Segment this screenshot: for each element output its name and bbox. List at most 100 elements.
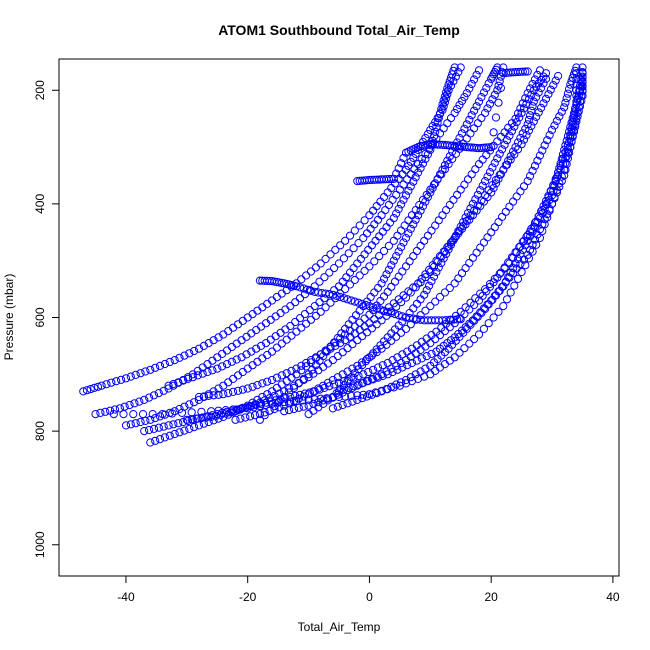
data-point [376,296,385,306]
data-point [495,77,504,86]
data-point [404,216,413,225]
data-point [523,67,532,76]
data-point [130,399,139,408]
data-point [560,103,569,112]
data-point [358,299,367,308]
data-point [435,170,445,179]
data-point [110,405,120,414]
data-point [401,262,411,271]
data-point [535,151,545,160]
data-point [414,211,423,220]
data-point [393,353,402,362]
data-point [456,63,465,72]
data-point [574,87,583,97]
data-point [432,123,441,132]
data-point [349,244,358,253]
data-point [496,170,505,179]
data-point [348,340,357,349]
data-point [431,297,440,306]
data-point [416,295,425,304]
data-point [222,407,232,416]
data-point [300,290,309,299]
data-point [155,412,165,421]
data-point [409,283,418,292]
data-point [481,108,490,118]
x-tick-label: 0 [366,590,373,604]
data-point [326,298,335,307]
data-point [502,295,512,304]
data-point [351,311,361,320]
data-point [482,143,491,152]
data-point [384,241,393,250]
data-point [93,382,103,391]
data-point [373,283,383,293]
data-point [495,149,504,158]
data-point [320,294,329,303]
data-point [306,267,316,276]
data-point [512,118,521,127]
data-point [354,371,363,381]
data-point [453,104,462,114]
data-point [294,379,303,388]
data-point [490,90,499,99]
data-point [285,384,294,393]
data-point [194,344,204,353]
data-point [328,404,337,413]
data-point [336,339,345,348]
data-point [366,224,375,233]
data-point [387,183,396,193]
data-point [272,373,281,382]
data-point [331,341,340,350]
data-point [321,254,330,264]
data-point [534,212,543,221]
data-point [575,86,585,95]
data-point [218,408,227,417]
data-point [344,249,353,258]
data-point [292,327,301,336]
data-point [90,383,99,392]
data-point [353,391,362,400]
data-point [384,200,393,210]
data-point [365,310,374,319]
data-point [387,382,396,391]
data-point [465,258,474,268]
data-point [411,173,420,182]
y-tick-label: 200 [33,80,47,100]
data-point [487,228,496,237]
data-point [460,124,469,133]
data-point [347,296,356,305]
data-point [423,231,432,240]
data-point [272,343,281,352]
data-point [404,229,413,238]
data-point [467,111,476,120]
data-point [508,147,518,156]
data-point [229,374,238,383]
data-point [397,243,406,252]
data-point [578,69,587,78]
data-point [438,165,447,174]
data-point [265,406,274,415]
data-point [562,94,571,103]
data-point [404,186,413,195]
y-axis-label: Pressure (mbar) [2,274,16,361]
data-point [445,283,454,293]
data-point [342,273,351,282]
data-point [450,108,459,118]
data-point [169,420,178,429]
data-point [412,246,421,256]
data-point [453,315,462,324]
data-point [330,286,339,295]
data-point [496,83,505,93]
data-point [506,152,515,161]
data-point [527,224,536,233]
data-point [485,99,495,109]
data-point [146,415,155,424]
data-point [174,419,183,428]
data-point [432,267,441,277]
data-point [365,262,374,271]
data-point [539,79,548,88]
data-point [343,295,352,304]
data-point [376,305,385,314]
data-point [86,385,95,394]
data-point [498,212,507,221]
